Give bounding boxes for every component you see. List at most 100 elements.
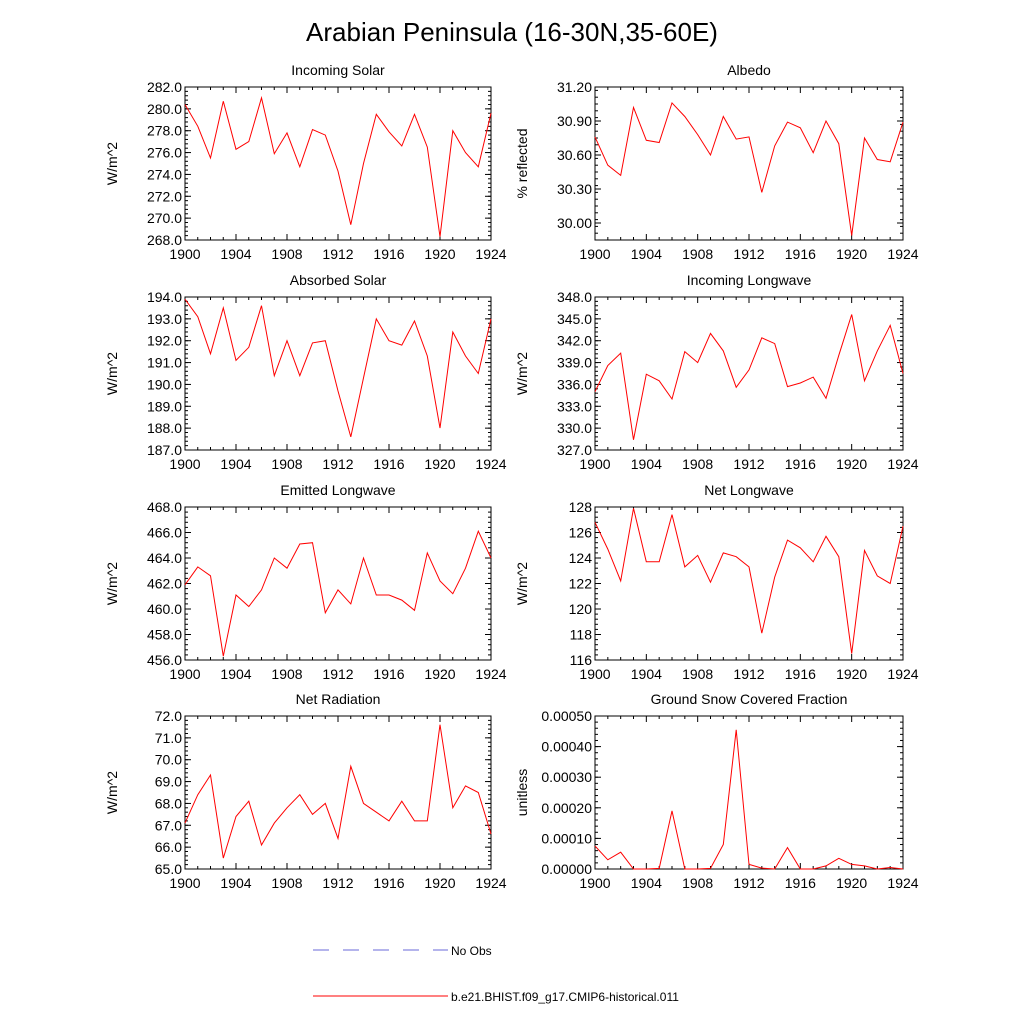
y-tick-label: 336.0 xyxy=(557,376,592,392)
x-tick-label: 1912 xyxy=(733,666,764,682)
x-tick-label: 1904 xyxy=(220,875,251,891)
y-tick-label: 194.0 xyxy=(147,289,182,305)
y-tick-label: 0.00030 xyxy=(541,769,592,785)
x-tick-label: 1924 xyxy=(887,456,918,472)
y-tick-label: 187.0 xyxy=(147,442,182,458)
x-tick-label: 1912 xyxy=(322,666,353,682)
y-tick-label: 268.0 xyxy=(147,232,182,248)
legend: No Obs b.e21.BHIST.f09_g17.CMIP6-histori… xyxy=(313,944,679,1004)
y-tick-label: 70.0 xyxy=(155,752,182,768)
x-tick-label: 1920 xyxy=(836,246,867,262)
series-line xyxy=(184,724,492,859)
x-tick-label: 1912 xyxy=(322,875,353,891)
y-tick-label: 69.0 xyxy=(155,774,182,790)
series-line xyxy=(184,529,492,657)
x-tick-label: 1904 xyxy=(220,666,251,682)
x-tick-label: 1916 xyxy=(785,875,816,891)
y-tick-label: 30.00 xyxy=(557,215,592,231)
panel-emitted-longwave: Emitted Longwave W/m^2 1900 1904 1908 1912 191… xyxy=(104,482,507,682)
y-tick-label: 464.0 xyxy=(147,550,182,566)
x-tick-label: 1924 xyxy=(475,666,506,682)
x-tick-label: 1920 xyxy=(836,875,867,891)
x-tick-label: 1900 xyxy=(169,246,200,262)
y-tick-label: 0.00010 xyxy=(541,830,592,846)
y-axis-label: W/m^2 xyxy=(104,562,120,605)
x-tick-label: 1924 xyxy=(475,456,506,472)
x-tick-label: 1924 xyxy=(475,246,506,262)
x-tick-label: 1904 xyxy=(631,246,662,262)
panel-title: Net Radiation xyxy=(296,691,381,707)
y-tick-label: 0.00020 xyxy=(541,800,592,816)
y-tick-label: 68.0 xyxy=(155,795,182,811)
y-tick-label: 462.0 xyxy=(147,576,182,592)
y-tick-label: 0.00000 xyxy=(541,861,592,877)
x-tick-label: 1908 xyxy=(682,246,713,262)
y-tick-label: 272.0 xyxy=(147,188,182,204)
x-tick-label: 1912 xyxy=(733,246,764,262)
y-tick-label: 0.00040 xyxy=(541,739,592,755)
x-tick-label: 1908 xyxy=(271,666,302,682)
y-tick-label: 333.0 xyxy=(557,398,592,414)
y-tick-label: 468.0 xyxy=(147,499,182,515)
x-tick-label: 1904 xyxy=(220,456,251,472)
y-tick-label: 122 xyxy=(569,576,593,592)
y-tick-label: 189.0 xyxy=(147,398,182,414)
x-tick-label: 1900 xyxy=(579,456,610,472)
plot-frame xyxy=(184,296,492,451)
x-tick-label: 1908 xyxy=(271,875,302,891)
y-tick-label: 124 xyxy=(569,550,593,566)
x-tick-label: 1916 xyxy=(373,456,404,472)
x-tick-label: 1920 xyxy=(424,875,455,891)
x-tick-label: 1900 xyxy=(169,456,200,472)
y-axis-label: W/m^2 xyxy=(104,352,120,395)
y-tick-label: 31.20 xyxy=(557,79,592,95)
x-tick-label: 1924 xyxy=(887,246,918,262)
x-tick-label: 1912 xyxy=(733,456,764,472)
y-tick-label: 0.00050 xyxy=(541,708,592,724)
series-line xyxy=(594,508,904,654)
series-line xyxy=(184,298,492,438)
x-tick-label: 1924 xyxy=(475,875,506,891)
x-tick-label: 1912 xyxy=(733,875,764,891)
x-tick-label: 1904 xyxy=(631,666,662,682)
y-tick-label: 192.0 xyxy=(147,333,182,349)
x-tick-label: 1920 xyxy=(424,246,455,262)
x-tick-label: 1916 xyxy=(785,666,816,682)
y-tick-label: 120 xyxy=(569,601,593,617)
y-axis-label: % reflected xyxy=(514,128,530,198)
y-tick-label: 71.0 xyxy=(155,730,182,746)
x-tick-label: 1904 xyxy=(631,456,662,472)
series-line xyxy=(594,101,904,236)
y-tick-label: 67.0 xyxy=(155,817,182,833)
x-tick-label: 1916 xyxy=(785,456,816,472)
panel-incoming-solar: Incoming Solar W/m^2 1900 1904 1908 1912 1916 1… xyxy=(104,62,507,262)
panel-title: Incoming Solar xyxy=(291,62,385,78)
y-tick-label: 466.0 xyxy=(147,525,182,541)
plot-frame xyxy=(594,715,904,870)
y-axis-label: unitless xyxy=(514,769,530,816)
panel-title: Net Longwave xyxy=(704,482,794,498)
x-tick-label: 1908 xyxy=(682,875,713,891)
y-tick-label: 191.0 xyxy=(147,355,182,371)
y-axis-label: W/m^2 xyxy=(104,771,120,814)
y-tick-label: 116 xyxy=(570,652,593,668)
y-tick-label: 65.0 xyxy=(155,861,182,877)
x-tick-label: 1900 xyxy=(579,875,610,891)
x-tick-label: 1904 xyxy=(631,875,662,891)
legend-obs-label: No Obs xyxy=(451,944,492,958)
y-tick-label: 345.0 xyxy=(557,311,592,327)
plot-frame xyxy=(594,506,904,661)
panel-title: Emitted Longwave xyxy=(280,482,395,498)
panel-net-longwave: Net Longwave W/m^2 1900 1904 1908 1912 1916 192… xyxy=(514,482,919,682)
y-tick-label: 280.0 xyxy=(147,101,182,117)
plot-frame xyxy=(184,715,492,870)
x-tick-label: 1908 xyxy=(682,666,713,682)
y-tick-label: 30.60 xyxy=(557,147,592,163)
x-tick-label: 1900 xyxy=(169,666,200,682)
y-tick-label: 327.0 xyxy=(557,442,592,458)
y-axis-label: W/m^2 xyxy=(104,142,120,185)
y-tick-label: 190.0 xyxy=(147,376,182,392)
x-tick-label: 1904 xyxy=(220,246,251,262)
x-tick-label: 1908 xyxy=(271,456,302,472)
y-tick-label: 348.0 xyxy=(557,289,592,305)
